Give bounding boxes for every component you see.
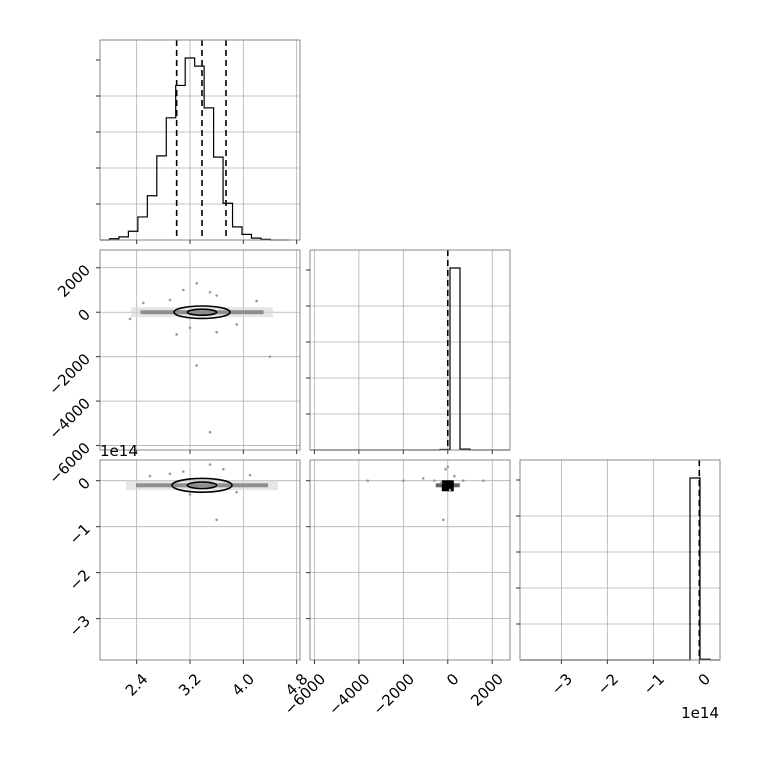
x-tick-label: 0 [695,670,714,689]
scatter-point [142,301,145,305]
contour-level [173,305,231,320]
scatter-point [128,317,132,321]
x-tick-label: 0 [443,670,462,689]
scatter-point [182,470,185,473]
panel-frame [99,39,301,241]
scatter-point [442,518,445,522]
scatter-point [422,477,425,480]
scatter-point [168,298,172,302]
scatter-point [148,474,152,478]
y-offset-label: 1e14 [100,442,138,460]
scatter-point [195,364,198,367]
y-tick-label: 2000 [54,261,94,301]
y-tick-label: 0 [75,474,94,493]
density-halo [126,480,278,491]
contour-level [186,481,218,490]
x-tick-label: 2.4 [122,670,152,700]
scatter-point [255,299,258,303]
scatter-point [433,479,436,482]
panel-frame [99,249,301,451]
panel-frame [99,459,301,661]
scatter-point [188,493,192,496]
scatter-point [182,288,185,292]
x-offset-label: 1e14 [681,704,719,722]
panel-frame [309,459,511,661]
scatter-point [366,479,370,482]
x-tick-label: −1 [640,670,668,698]
scatter-point [175,333,178,336]
scatter-point [268,355,272,358]
panel-frame [309,249,511,451]
x-tick-label: 2000 [467,670,507,710]
y-tick-label: −1 [66,520,94,548]
scatter-point [208,290,212,294]
contour-level [186,308,218,317]
x-tick-label: −3 [548,670,576,698]
scatter-point [215,330,218,334]
scatter-point [444,467,447,471]
scatter-point [462,479,465,482]
x-tick-label: 4.0 [228,670,258,700]
scatter-point [453,474,456,478]
scatter-point [168,472,172,476]
x-tick-label: −2000 [369,670,418,719]
y-tick-label: −3 [66,612,94,640]
scatter-point [446,465,450,469]
scatter-point [195,282,198,285]
panel-frame [519,459,721,661]
y-tick-label: −2 [66,566,94,594]
y-tick-label: 0 [75,306,94,325]
scatter-point [235,490,238,494]
density-halo [131,307,273,318]
scatter-point [208,463,212,466]
histogram-p1 [310,267,510,451]
y-tick-label: −4000 [45,394,94,443]
scatter-point [215,294,218,297]
scatter-point [188,326,192,330]
scatter-point [482,479,485,482]
x-tick-label: −2 [594,670,622,698]
contour-level [171,477,233,493]
scatter-point [222,467,225,471]
y-tick-label: −2000 [45,350,94,399]
x-tick-label: −4000 [325,670,374,719]
scatter-point [402,479,405,482]
scatter-point [215,518,218,522]
x-tick-label: 3.2 [175,670,205,700]
scatter-point [439,481,443,485]
scatter-point [448,488,452,492]
histogram-p2 [520,477,720,661]
scatter-point [208,430,212,434]
histogram-p0 [100,57,290,241]
scatter-point [235,323,238,326]
density-band [435,483,460,488]
scatter-point [248,473,252,477]
